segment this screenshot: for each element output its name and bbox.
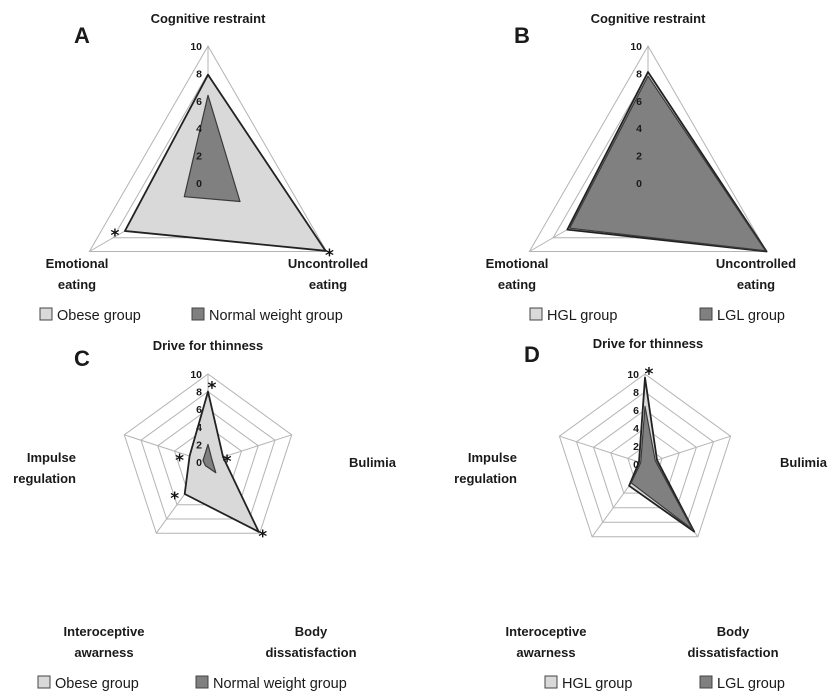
- legend-label: Obese group: [55, 676, 139, 692]
- significance-marker: *: [645, 365, 654, 385]
- tick-label: 0: [636, 178, 642, 190]
- tick-label: 2: [196, 151, 202, 163]
- legend-swatch: [37, 675, 51, 689]
- axis-label: awarness: [74, 645, 133, 660]
- panel-label: C: [74, 346, 90, 371]
- panel-label: D: [524, 342, 540, 367]
- axis-label: Impulse: [468, 450, 517, 465]
- axis-label: Bulimia: [349, 455, 397, 470]
- grid-ring: [575, 391, 715, 523]
- axis-label: Interoceptive: [64, 624, 145, 639]
- axis-label: eating: [58, 277, 96, 292]
- tick-label: 6: [196, 96, 202, 108]
- tick-label: 6: [636, 96, 642, 108]
- tick-label: 2: [633, 441, 639, 453]
- axis-spoke: [559, 435, 646, 465]
- tick-label: 4: [196, 123, 202, 135]
- series-area-2: [569, 75, 767, 252]
- tick-label: 8: [196, 387, 202, 399]
- axis-label: Cognitive restraint: [151, 11, 267, 26]
- tick-label: 10: [630, 41, 642, 53]
- axis-label: awarness: [516, 645, 575, 660]
- axis-label: eating: [498, 277, 536, 292]
- legend-label: LGL group: [717, 676, 785, 692]
- significance-marker: *: [258, 527, 267, 547]
- axis-label: dissatisfaction: [687, 645, 778, 660]
- tick-label: 8: [636, 68, 642, 80]
- tick-label: 6: [196, 404, 202, 416]
- grid-ring: [528, 44, 768, 252]
- significance-marker: *: [170, 489, 179, 509]
- grid-ring: [123, 373, 293, 534]
- tick-label: 2: [196, 439, 202, 451]
- radar-chart-b: B 0 2 4 6 8 10 Cognitive restraint Uncontrolled e…: [486, 11, 797, 324]
- tick-label: 4: [633, 423, 639, 435]
- significance-marker: *: [325, 246, 334, 266]
- significance-marker: *: [208, 379, 217, 399]
- tick-label: 0: [196, 457, 202, 469]
- legend-swatch: [699, 307, 713, 321]
- axis-label: Bulimia: [780, 455, 828, 470]
- legend-swatch: [529, 307, 543, 321]
- axis-label: Impulse: [27, 450, 76, 465]
- axis-label: Drive for thinness: [593, 336, 704, 351]
- legend-swatch: [544, 675, 558, 689]
- legend-swatch: [195, 675, 209, 689]
- series-area-1: [183, 390, 260, 533]
- tick-label: 0: [196, 178, 202, 190]
- axis-label: Drive for thinness: [153, 338, 264, 353]
- radar-chart-d: D 0 2 4 6 8 10 * Drive for thinness Bulimia Body di…: [454, 336, 828, 692]
- legend-label: Obese group: [57, 308, 141, 324]
- axis-label: regulation: [454, 471, 517, 486]
- radar-chart-a: A 0 2 4 6 8 10 * * Cognitive restraint Uncontrolle…: [39, 11, 368, 324]
- series-area-1: [628, 376, 696, 533]
- series-area-2: [630, 405, 694, 531]
- axis-label: Uncontrolled: [716, 256, 796, 271]
- legend-label: Normal weight group: [213, 676, 347, 692]
- significance-marker: *: [175, 451, 184, 471]
- axis-label: Uncontrolled: [288, 256, 368, 271]
- tick-label: 2: [636, 151, 642, 163]
- legend-swatch: [39, 307, 53, 321]
- tick-label: 8: [633, 387, 639, 399]
- tick-label: 4: [636, 123, 642, 135]
- radar-chart-c: C 0 2 4 6 8 10 * * * * * Drive for thinness Bulimia Bo…: [13, 338, 397, 692]
- grid-ring: [88, 44, 328, 252]
- tick-label: 6: [633, 405, 639, 417]
- tick-label: 10: [190, 41, 202, 53]
- axis-label: Body: [717, 624, 750, 639]
- series-area-2: [202, 443, 217, 474]
- grid-ring: [593, 409, 697, 509]
- axis-label: eating: [737, 277, 775, 292]
- tick-label: 10: [627, 369, 639, 381]
- axis-label: Emotional: [46, 256, 109, 271]
- axis-spoke: [644, 435, 731, 465]
- legend-label: LGL group: [717, 308, 785, 324]
- significance-marker: *: [111, 226, 120, 246]
- legend-swatch: [699, 675, 713, 689]
- grid-ring: [140, 390, 276, 520]
- axis-label: Emotional: [486, 256, 549, 271]
- tick-label: 10: [190, 369, 202, 381]
- legend-label: HGL group: [562, 676, 632, 692]
- legend-label: Normal weight group: [209, 308, 343, 324]
- axis-label: eating: [309, 277, 347, 292]
- tick-label: 0: [633, 459, 639, 471]
- axis-label: Cognitive restraint: [591, 11, 707, 26]
- axis-label: Interoceptive: [506, 624, 587, 639]
- tick-label: 4: [196, 422, 202, 434]
- axis-label: dissatisfaction: [265, 645, 356, 660]
- grid-ring: [558, 373, 732, 538]
- series-area-2: [183, 94, 241, 203]
- panel-label: A: [74, 23, 90, 48]
- legend-label: HGL group: [547, 308, 617, 324]
- significance-marker: *: [223, 452, 232, 472]
- axis-label: regulation: [13, 471, 76, 486]
- axis-label: Body: [295, 624, 328, 639]
- tick-label: 8: [196, 68, 202, 80]
- panel-label: B: [514, 23, 530, 48]
- legend-swatch: [191, 307, 205, 321]
